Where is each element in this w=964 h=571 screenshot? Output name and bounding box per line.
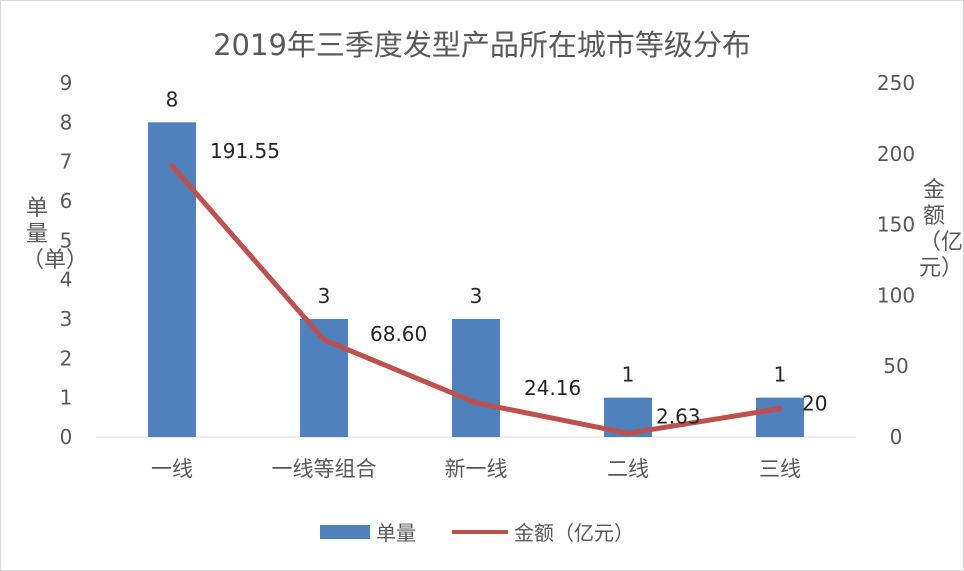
x-tick-label: 二线: [607, 457, 649, 481]
y-left-tick-label: 3: [60, 307, 73, 331]
line-data-label: 20: [802, 392, 827, 416]
line-point: [169, 163, 175, 169]
line-point: [321, 337, 327, 343]
bar-data-label: 8: [166, 87, 179, 111]
bar-data-label: 3: [318, 284, 331, 308]
y-right-tick-label: 0: [890, 425, 903, 449]
y-right-tick-label: 100: [877, 283, 915, 307]
legend-swatch-line: [452, 529, 508, 534]
y-left-tick-label: 5: [60, 228, 73, 252]
line-data-label: 68.60: [370, 322, 427, 346]
y-right-tick-label: 250: [877, 71, 915, 95]
legend-label-bar: 单量: [376, 521, 416, 545]
legend-label-line: 金额（亿元）: [514, 521, 634, 545]
line-data-label: 2.63: [656, 404, 701, 428]
bar-data-label: 1: [622, 363, 635, 387]
y-right-tick-label: 150: [877, 213, 915, 237]
y-right-tick-label: 200: [877, 142, 915, 166]
x-tick-label: 一线: [151, 457, 193, 481]
y-left-tick-label: 0: [60, 425, 73, 449]
legend: 单量 金额（亿元）: [320, 517, 634, 546]
line-data-label: 191.55: [210, 139, 280, 163]
y-left-tick-label: 1: [60, 386, 73, 410]
y-left-tick-label: 7: [60, 150, 73, 174]
bar-data-label: 1: [774, 363, 787, 387]
line-data-label: 24.16: [524, 376, 581, 400]
bar: [452, 319, 500, 437]
bar-data-label: 3: [470, 284, 483, 308]
x-tick-label: 一线等组合: [272, 457, 377, 481]
y-left-tick-label: 8: [60, 110, 73, 134]
line-point: [777, 406, 783, 412]
x-tick-label: 三线: [759, 457, 801, 481]
y-left-tick-label: 9: [60, 71, 73, 95]
y-left-tick-label: 4: [60, 268, 73, 292]
y-left-tick-label: 2: [60, 346, 73, 370]
y-right-tick-label: 50: [883, 354, 908, 378]
bar: [756, 397, 804, 437]
line-point: [625, 430, 631, 436]
x-tick-label: 新一线: [445, 457, 508, 481]
legend-swatch-bar: [320, 524, 370, 539]
bar: [148, 122, 196, 437]
chart-title: 2019年三季度发型产品所在城市等级分布: [213, 28, 751, 62]
y-left-tick-label: 6: [60, 189, 73, 213]
line-point: [473, 400, 479, 406]
